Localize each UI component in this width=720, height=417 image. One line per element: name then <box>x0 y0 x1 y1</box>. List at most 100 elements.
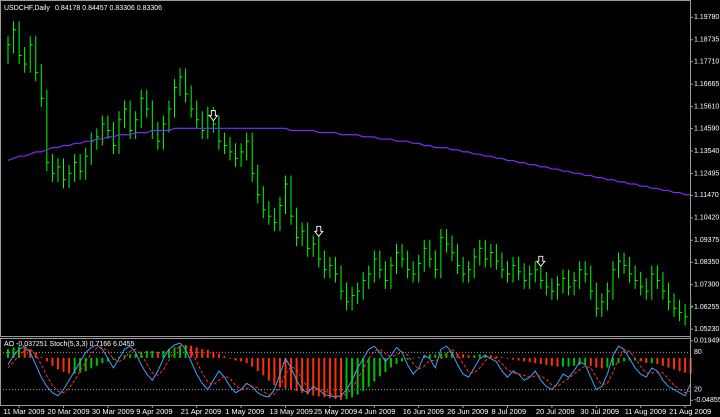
ao-bar <box>23 347 26 358</box>
ao-bar <box>362 357 365 392</box>
ao-bar <box>123 355 126 358</box>
ao-bar <box>434 354 437 358</box>
ao-bar <box>312 357 315 396</box>
ao-bar <box>645 357 648 364</box>
ao-bar <box>306 357 309 395</box>
x-tick-label: 11 Mar 2009 <box>3 407 45 416</box>
ao-bar <box>412 357 415 359</box>
ao-bar <box>256 357 259 371</box>
x-tick-label: 16 Jun 2009 <box>403 407 444 416</box>
ao-bar <box>345 357 348 399</box>
x-tick-label: 30 Mar 2009 <box>92 407 134 416</box>
ao-bar <box>45 357 48 362</box>
ao-bar <box>556 357 559 367</box>
ao-bar <box>290 357 293 390</box>
x-tick-label: 21 Aug 2009 <box>669 407 711 416</box>
x-tick-label: 20 Mar 2009 <box>48 407 90 416</box>
chart-title: USDCHF,Daily <box>4 5 50 12</box>
ao-bar <box>251 357 254 367</box>
ao-bar <box>673 357 675 370</box>
y-tick-label: 1.17710 <box>694 59 719 66</box>
ao-bar <box>245 357 248 364</box>
ao-bar <box>151 350 154 358</box>
y-tick-label: 1.08350 <box>694 259 719 266</box>
ao-bar <box>201 349 204 358</box>
ao-bar <box>550 357 553 366</box>
signal-arrow <box>208 110 219 122</box>
ao-bar <box>18 346 21 358</box>
ao-bar <box>600 357 603 369</box>
ao-bar <box>240 357 243 362</box>
ao-bar <box>212 351 215 358</box>
ao-bar <box>589 357 592 366</box>
ao-bar <box>334 357 337 399</box>
y-tick-label: 1.11470 <box>694 192 719 199</box>
ao-bar <box>595 357 598 368</box>
ao-bar <box>506 357 509 359</box>
x-tick-label: 13 May 2009 <box>270 407 313 416</box>
ao-bar <box>12 347 15 358</box>
stochastic-line <box>7 345 691 397</box>
ao-bar <box>351 357 354 398</box>
y-tick-label: 1.15610 <box>694 104 719 111</box>
ao-bar <box>661 357 664 366</box>
ao-bar <box>340 357 342 400</box>
ao-bar <box>273 357 276 385</box>
ao-bar <box>190 345 193 358</box>
ao-bar <box>428 354 431 358</box>
ao-bar <box>323 357 326 398</box>
chart-subtitle: 0.84178 0.84457 0.83306 0.83306 <box>55 5 162 12</box>
x-tick-label: 26 Jun 2009 <box>447 407 488 416</box>
y-tick-label: 1.10420 <box>694 215 719 222</box>
ao-bar <box>623 357 626 362</box>
ao-bar <box>73 357 76 374</box>
moving-average <box>7 127 691 196</box>
y-tick-label: 1.06255 <box>694 304 719 311</box>
y-tick-label: 1.19780 <box>694 14 719 21</box>
ao-bar <box>545 357 548 365</box>
ao-bar <box>145 350 148 358</box>
signal-arrow <box>535 255 546 268</box>
ao-bar <box>512 357 515 360</box>
ao-bar <box>500 357 503 358</box>
ao-bar <box>295 357 298 392</box>
ao-bar <box>262 357 265 376</box>
ao-bar <box>684 357 687 373</box>
ao-bar <box>106 357 109 362</box>
ao-bar <box>34 352 37 358</box>
x-tick-label: 21 Apr 2009 <box>181 407 221 416</box>
ao-bar <box>384 357 387 372</box>
x-tick-label: 1 May 2009 <box>225 407 264 416</box>
ao-bar <box>656 357 659 365</box>
ao-bar <box>562 357 564 367</box>
ao-bar <box>617 357 620 364</box>
ao-bar <box>462 354 465 358</box>
ao-bar <box>90 357 93 369</box>
ao-bar <box>678 357 681 371</box>
ao-bar <box>445 352 448 358</box>
ao-bar <box>417 357 420 358</box>
x-tick-label: 4 Jun 2009 <box>358 407 395 416</box>
y-tick-label: 1.13540 <box>694 148 719 155</box>
ao-bar <box>406 357 409 360</box>
ao-bar <box>79 357 82 373</box>
ao-bar <box>284 357 287 389</box>
ao-bar <box>7 349 9 358</box>
ao-bar <box>495 356 498 358</box>
y-tick-label: 0.019495 <box>694 338 720 345</box>
ao-bar <box>301 357 304 393</box>
ao-bar <box>439 353 442 358</box>
y-tick-label: 1.18735 <box>694 37 719 44</box>
ao-bar <box>129 354 132 358</box>
ao-bar <box>234 357 237 361</box>
ao-bar <box>173 347 176 358</box>
ao-bar <box>101 357 104 364</box>
ao-bar <box>195 347 198 358</box>
y-tick-label: 1.05230 <box>694 326 719 333</box>
ao-bar <box>451 352 453 358</box>
ao-bar <box>68 357 71 374</box>
ao-bar <box>328 357 331 399</box>
x-tick-label: 8 Jul 2009 <box>492 407 527 416</box>
